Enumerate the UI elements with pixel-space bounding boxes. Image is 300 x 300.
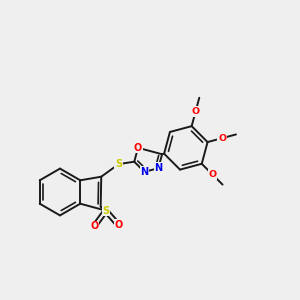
Text: S: S (115, 159, 122, 169)
Text: O: O (134, 143, 142, 153)
Text: S: S (102, 206, 109, 216)
Text: O: O (218, 134, 226, 143)
Text: O: O (191, 107, 200, 116)
Text: N: N (140, 167, 148, 177)
Text: O: O (114, 220, 122, 230)
Text: O: O (208, 170, 216, 179)
Text: O: O (90, 221, 98, 231)
Text: N: N (154, 163, 162, 173)
